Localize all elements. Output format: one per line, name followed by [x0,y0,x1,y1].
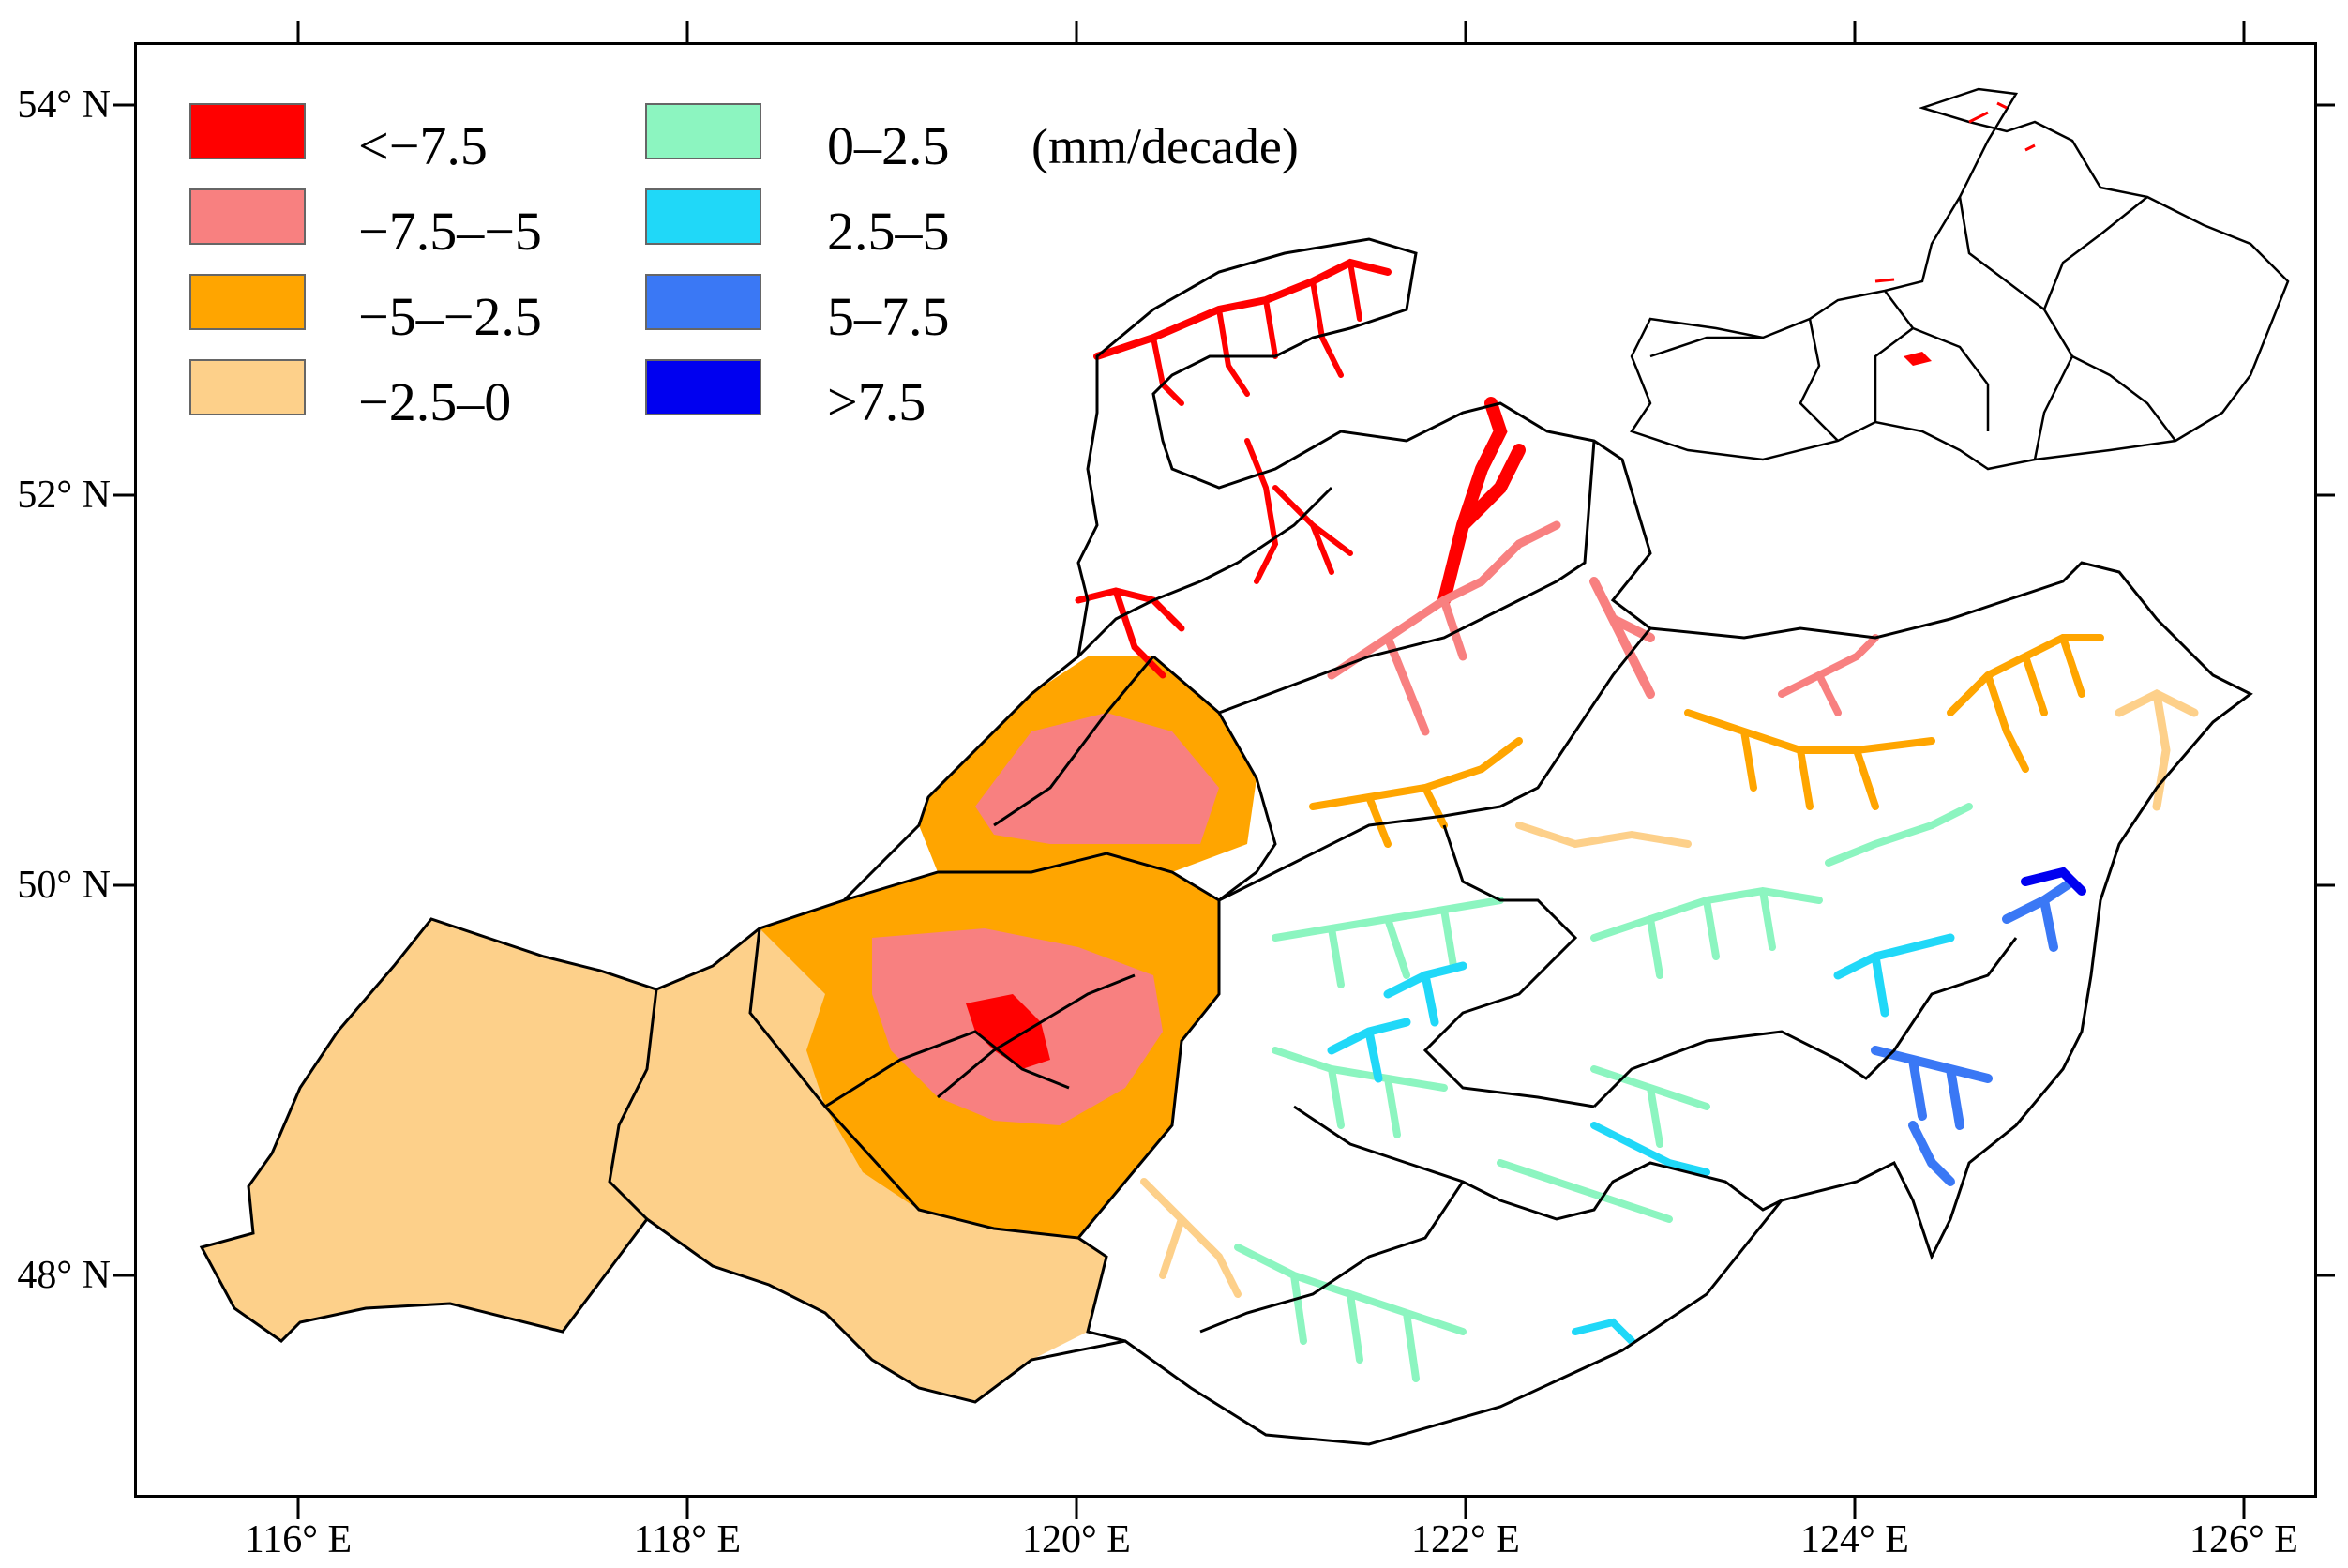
boundary-lines [199,237,2253,1446]
legend-swatch-5 [645,103,761,159]
map-frame [134,42,2317,1498]
legend-label-8: >7.5 [827,371,926,432]
legend-swatch-4 [189,359,306,415]
legend-label-3: −5–−2.5 [358,286,542,347]
legend-swatch-1 [189,103,306,159]
legend-swatch-7 [645,274,761,330]
legend-label-1: <−7.5 [358,115,488,176]
lat-label-50: 50° N [17,864,111,907]
lon-label-118: 118° E [633,1518,742,1561]
lat-label-52: 52° N [17,474,111,517]
lat-label-48: 48° N [17,1254,111,1297]
legend-swatch-6 [645,188,761,245]
lat-label-54: 54° N [17,83,111,127]
legend-unit-label: (mm/decade) [1031,118,1299,174]
lon-label-126: 126° E [2190,1518,2298,1561]
lon-label-120: 120° E [1022,1518,1131,1561]
lon-label-124: 124° E [1800,1518,1909,1561]
legend-swatch-2 [189,188,306,245]
legend-swatch-8 [645,359,761,415]
region-nw-pink [975,713,1219,844]
legend-label-6: 2.5–5 [827,201,950,262]
legend-label-5: 0–2.5 [827,115,950,176]
inset-map [1630,87,2290,471]
study-area-outline [199,237,2253,1446]
legend-label-4: −2.5–0 [358,371,512,432]
region-center-red [966,994,1050,1069]
legend-swatch-3 [189,274,306,330]
legend-label-7: 5–7.5 [827,286,950,347]
lon-label-116: 116° E [244,1518,353,1561]
trend-fill-layer [202,581,2250,1444]
lon-label-122: 122° E [1411,1518,1520,1561]
region-west [202,919,656,1341]
region-east-green [1078,581,2250,1444]
legend-label-2: −7.5–−5 [358,201,542,262]
